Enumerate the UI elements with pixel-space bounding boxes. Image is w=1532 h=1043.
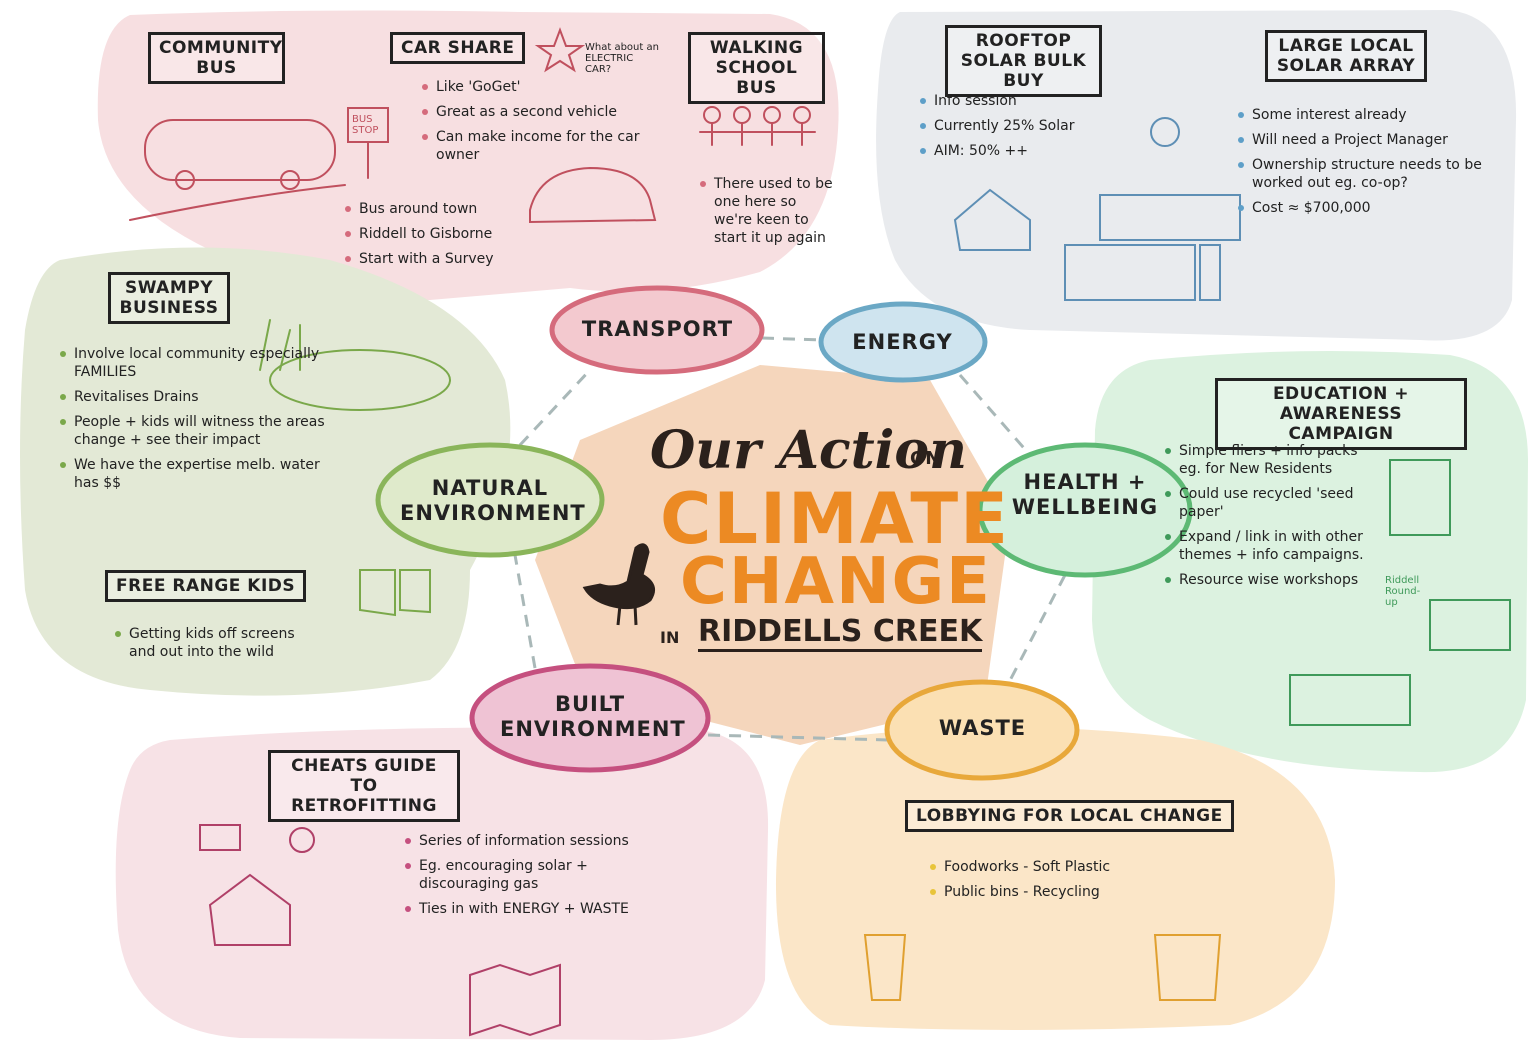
idea-heading: LARGE LOCAL SOLAR ARRAY (1265, 30, 1427, 82)
idea-point: Series of information sessions (405, 832, 665, 850)
idea-heading: SWAMPY BUSINESS (108, 272, 230, 324)
theme-label: NATURAL ENVIRONMENT (400, 476, 580, 526)
idea-point: Riddell to Gisborne (345, 225, 545, 243)
idea-heading: FREE RANGE KIDS (105, 570, 306, 602)
idea-points: Simple fliers + info packs eg. for New R… (1165, 442, 1375, 596)
idea-point: AIM: 50% ++ (920, 142, 1120, 160)
idea-point: Start with a Survey (345, 250, 545, 268)
idea-point: Like 'GoGet' (422, 78, 652, 96)
idea-heading: LOBBYING FOR LOCAL CHANGE (905, 800, 1234, 832)
theme-label: HEALTH + WELLBEING (1010, 470, 1160, 520)
title-line4: CHANGE (680, 545, 992, 619)
idea-point: Getting kids off screens and out into th… (115, 625, 325, 661)
idea-point: Currently 25% Solar (920, 117, 1120, 135)
theme-label: ENERGY (830, 330, 975, 355)
theme-label: WASTE (900, 716, 1065, 741)
idea-note: Riddell Round-up (1385, 575, 1425, 608)
idea-point: There used to be one here so we're keen … (700, 175, 835, 247)
idea-point: Public bins - Recycling (930, 883, 1160, 901)
idea-point: Revitalises Drains (60, 388, 340, 406)
idea-point: Expand / link in with other themes + inf… (1165, 528, 1375, 564)
idea-point: Could use recycled 'seed paper' (1165, 485, 1375, 521)
idea-point: Info session (920, 92, 1120, 110)
idea-point: Foodworks - Soft Plastic (930, 858, 1160, 876)
idea-points: Bus around town Riddell to Gisborne Start … (345, 200, 545, 275)
idea-points: There used to be one here so we're keen … (700, 175, 835, 254)
title-line6: RIDDELLS CREEK (698, 614, 982, 652)
idea-heading: CAR SHARE (390, 32, 525, 64)
idea-point: Resource wise workshops (1165, 571, 1375, 589)
idea-point: Some interest already (1238, 106, 1488, 124)
idea-point: Ownership structure needs to be worked o… (1238, 156, 1488, 192)
idea-points: Like 'GoGet' Great as a second vehicle Can… (422, 78, 652, 171)
title-line5: IN (660, 628, 679, 647)
idea-note: What about an ELECTRIC CAR? (585, 42, 660, 75)
connector (1005, 575, 1065, 690)
idea-point: Cost ≈ $700,000 (1238, 199, 1488, 217)
idea-heading: WALKING SCHOOL BUS (688, 32, 825, 104)
theme-label: BUILT ENVIRONMENT (500, 692, 680, 742)
idea-note: BUS STOP (352, 114, 388, 136)
idea-heading: ROOFTOP SOLAR BULK BUY (945, 25, 1102, 97)
idea-heading: COMMUNITY BUS (148, 32, 285, 84)
idea-points: Info session Currently 25% Solar AIM: 50% … (920, 92, 1120, 167)
idea-point: Will need a Project Manager (1238, 131, 1488, 149)
idea-points: Foodworks - Soft Plastic Public bins - Re… (930, 858, 1160, 908)
idea-points: Getting kids off screens and out into th… (115, 625, 325, 668)
connector (520, 370, 590, 445)
idea-point: Simple fliers + info packs eg. for New R… (1165, 442, 1375, 478)
idea-heading: CHEATS GUIDE TO RETROFITTING (268, 750, 460, 822)
connector (762, 338, 822, 340)
idea-points: Some interest already Will need a Project… (1238, 106, 1488, 224)
theme-label: TRANSPORT (565, 317, 750, 342)
connector (960, 375, 1030, 455)
page: Our Action ON CLIMATE CHANGE IN RIDDELLS… (0, 0, 1532, 1043)
idea-point: Can make income for the car owner (422, 128, 652, 164)
idea-point: Eg. encouraging solar + discouraging gas (405, 857, 665, 893)
idea-points: Series of information sessions Eg. encour… (405, 832, 665, 925)
title-line2: ON (910, 448, 940, 469)
idea-point: Great as a second vehicle (422, 103, 652, 121)
idea-points: Involve local community especially FAMIL… (60, 345, 340, 499)
idea-point: Ties in with ENERGY + WASTE (405, 900, 665, 918)
idea-point: Involve local community especially FAMIL… (60, 345, 340, 381)
idea-point: We have the expertise melb. water has $$ (60, 456, 340, 492)
idea-heading: EDUCATION + AWARENESS CAMPAIGN (1215, 378, 1467, 450)
idea-point: Bus around town (345, 200, 545, 218)
connector (515, 555, 535, 668)
idea-point: People + kids will witness the areas cha… (60, 413, 340, 449)
